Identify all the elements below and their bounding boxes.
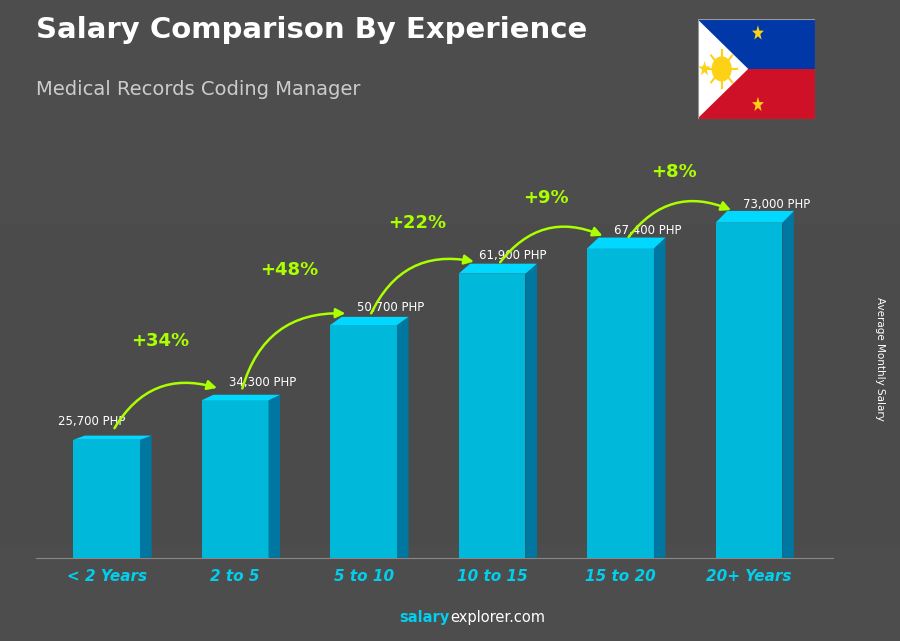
Polygon shape (587, 248, 654, 558)
Polygon shape (698, 69, 814, 119)
Polygon shape (140, 436, 151, 558)
Polygon shape (752, 25, 764, 40)
Polygon shape (716, 211, 794, 222)
Polygon shape (716, 222, 782, 558)
Text: +34%: +34% (131, 332, 190, 350)
Polygon shape (459, 263, 537, 274)
Circle shape (712, 57, 731, 81)
Polygon shape (526, 263, 537, 558)
Polygon shape (654, 238, 665, 558)
Text: 73,000 PHP: 73,000 PHP (742, 198, 810, 211)
Polygon shape (587, 238, 665, 248)
Polygon shape (782, 211, 794, 558)
Polygon shape (73, 440, 140, 558)
FancyArrowPatch shape (114, 381, 214, 428)
Text: +8%: +8% (652, 163, 698, 181)
Polygon shape (752, 97, 764, 111)
Text: Average Monthly Salary: Average Monthly Salary (875, 297, 886, 421)
FancyArrowPatch shape (628, 201, 728, 237)
Polygon shape (202, 400, 268, 558)
FancyArrowPatch shape (371, 256, 472, 313)
FancyArrowPatch shape (242, 309, 343, 388)
Polygon shape (459, 274, 526, 558)
Text: explorer.com: explorer.com (450, 610, 545, 625)
FancyArrowPatch shape (500, 227, 600, 262)
Polygon shape (73, 436, 151, 440)
Text: 34,300 PHP: 34,300 PHP (229, 376, 296, 389)
Text: +22%: +22% (389, 214, 446, 232)
Text: 67,400 PHP: 67,400 PHP (614, 224, 681, 237)
Text: 61,900 PHP: 61,900 PHP (479, 249, 546, 262)
Text: +48%: +48% (260, 261, 319, 279)
Text: salary: salary (400, 610, 450, 625)
Text: +9%: +9% (523, 189, 569, 207)
Polygon shape (330, 325, 397, 558)
Polygon shape (397, 317, 409, 558)
Text: 50,700 PHP: 50,700 PHP (357, 301, 425, 313)
Polygon shape (268, 395, 280, 558)
Polygon shape (698, 19, 814, 69)
Polygon shape (698, 19, 748, 119)
Polygon shape (330, 317, 409, 325)
Polygon shape (698, 19, 814, 119)
Text: Medical Records Coding Manager: Medical Records Coding Manager (36, 80, 361, 99)
Text: Salary Comparison By Experience: Salary Comparison By Experience (36, 16, 587, 44)
Polygon shape (698, 61, 710, 76)
Text: 25,700 PHP: 25,700 PHP (58, 415, 125, 428)
Polygon shape (202, 395, 280, 400)
